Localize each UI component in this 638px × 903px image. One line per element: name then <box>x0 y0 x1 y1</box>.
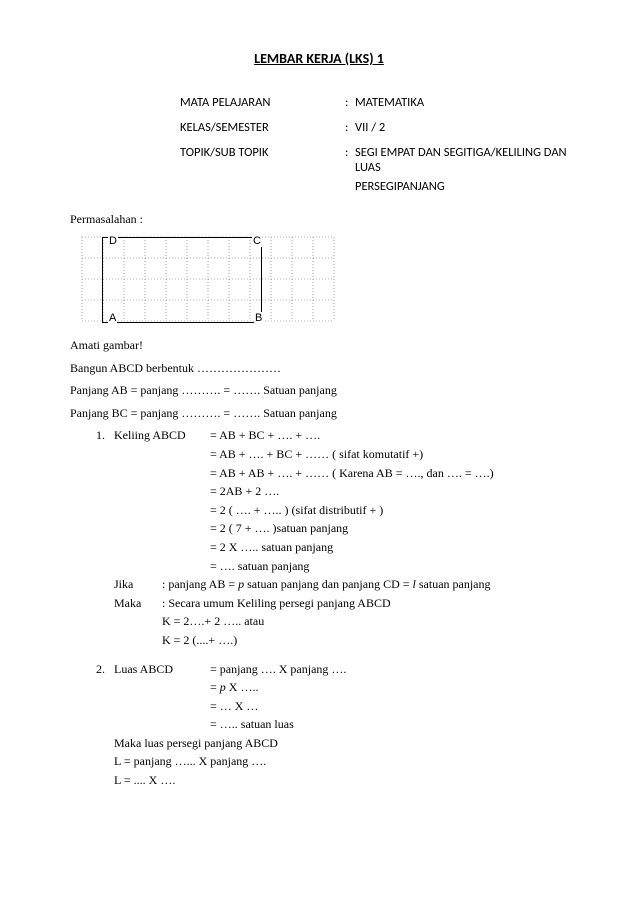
item2-eq1: = panjang …. X panjang …. <box>210 660 568 679</box>
corner-a: A <box>108 312 117 324</box>
item2-l2: L = .... X …. <box>114 771 568 790</box>
item1-eq4: = 2AB + 2 …. <box>210 482 279 501</box>
meta-subject-value: MATEMATIKA <box>355 95 568 110</box>
item1-eq7: = 2 X ….. satuan panjang <box>210 538 333 557</box>
colon: : <box>345 145 355 175</box>
text-amati: Amati gambar! <box>70 336 568 355</box>
meta-topic-value2: PERSEGIPANJANG <box>355 179 568 194</box>
item2-num: 2. <box>96 660 114 679</box>
item1-eq1: = AB + BC + …. + …. <box>210 426 568 445</box>
item1-num: 1. <box>96 426 114 445</box>
permasalahan-label: Permasalahan : <box>70 212 568 227</box>
maka-text: : Secara umum Keliling persegi panjang A… <box>162 594 568 613</box>
corner-d: D <box>108 235 118 247</box>
text-panjang-ab: Panjang AB = panjang ………. = ……. Satuan p… <box>70 381 568 400</box>
maka-label: Maka <box>114 594 162 613</box>
corner-b: B <box>254 312 263 324</box>
meta-class-value: VII / 2 <box>355 120 568 135</box>
rectangle-abcd <box>102 237 262 323</box>
text-bangun: Bangun ABCD berbentuk ………………… <box>70 359 568 378</box>
colon: : <box>345 95 355 110</box>
rectangle-figure: D C A B <box>80 233 340 328</box>
meta-topic-value: SEGI EMPAT DAN SEGITIGA/KELILING DAN LUA… <box>355 145 568 175</box>
item2-label: Luas ABCD <box>114 660 210 679</box>
item2-maka: Maka luas persegi panjang ABCD <box>114 734 568 753</box>
text-panjang-bc: Panjang BC = panjang ………. = ……. Satuan p… <box>70 404 568 423</box>
jika-text: : panjang AB = p satuan panjang dan panj… <box>162 575 568 594</box>
item2-l1: L = panjang …... X panjang …. <box>114 752 568 771</box>
item1-eq3: = AB + AB + …. + …… ( Karena AB = …., da… <box>210 464 494 483</box>
meta-topic-label: TOPIK/SUB TOPIK <box>180 145 345 175</box>
meta-block: MATA PELAJARAN : MATEMATIKA KELAS/SEMEST… <box>180 95 568 194</box>
worksheet-title: LEMBAR KERJA (LKS) 1 <box>70 50 568 67</box>
meta-class-label: KELAS/SEMESTER <box>180 120 345 135</box>
item2-eq4: = ….. satuan luas <box>210 715 294 734</box>
item1-label: Keliing ABCD <box>114 426 210 445</box>
item1-eq2: = AB + …. + BC + …… ( sifat komutatif +) <box>210 445 423 464</box>
item1-eq5: = 2 ( …. + ….. ) (sifat distributif + ) <box>210 501 383 520</box>
corner-c: C <box>252 235 262 247</box>
meta-subject-label: MATA PELAJARAN <box>180 95 345 110</box>
item1-eq8: = …. satuan panjang <box>210 557 309 576</box>
jika-label: Jika <box>114 575 162 594</box>
item2-eq2: = p X ….. <box>210 678 258 697</box>
k2: K = 2 (....+ ….) <box>162 631 568 650</box>
k1: K = 2….+ 2 ….. atau <box>162 612 568 631</box>
item1-eq6: = 2 ( 7 + …. )satuan panjang <box>210 519 348 538</box>
colon: : <box>345 120 355 135</box>
item2-eq3: = … X … <box>210 697 258 716</box>
